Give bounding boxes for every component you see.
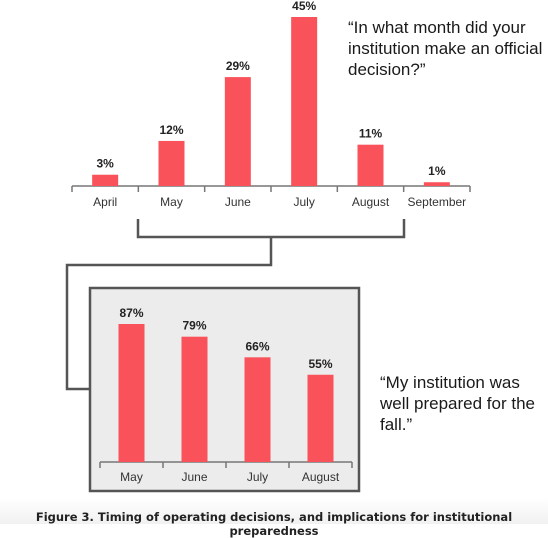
chart0-category-label: June	[225, 195, 251, 209]
chart1-category-label: August	[302, 470, 340, 484]
chart1-data-label: 66%	[245, 339, 269, 353]
chart0-category-label: July	[293, 195, 314, 209]
chart0-bar-july	[291, 17, 318, 186]
chart0-data-label: 12%	[159, 123, 183, 137]
chart0-category-label: April	[93, 195, 117, 209]
bottom-chart-statement: “My institution was well prepared for th…	[380, 373, 535, 434]
chart0-category-label: May	[160, 195, 183, 209]
chart0-category-label: August	[352, 195, 390, 209]
chart1-category-label: May	[120, 470, 143, 484]
bottom-chart: 87% May 79% June 66% July 55% August	[99, 306, 353, 484]
chart0-category-label: September	[407, 195, 466, 209]
chart0-data-label: 11%	[359, 127, 383, 141]
bracket-connector	[65, 219, 406, 391]
chart0-bar-may	[158, 140, 185, 186]
chart1-bar-august	[307, 374, 334, 462]
chart1-bar-july	[244, 357, 271, 462]
chart1-data-label: 79%	[182, 319, 206, 333]
chart0-data-label: 1%	[428, 164, 446, 178]
footer-band	[0, 498, 548, 524]
chart0-bar-april	[92, 174, 119, 186]
chart0-data-label: 29%	[226, 59, 250, 73]
chart1-data-label: 87%	[119, 306, 143, 320]
chart-canvas: 3% April 12% May 29% June 45% July 11% August 1% Se…	[65, 0, 471, 493]
chart1-category-label: June	[181, 470, 207, 484]
chart0-data-label: 45%	[292, 0, 316, 13]
chart1-data-label: 55%	[308, 357, 332, 371]
chart0-bar-august	[357, 144, 384, 186]
chart1-bar-june	[181, 336, 208, 462]
chart0-bar-june	[224, 77, 251, 186]
chart0-bar-september	[423, 182, 450, 186]
chart1-bar-may	[118, 324, 145, 462]
chart0-data-label: 3%	[96, 157, 114, 171]
chart1-category-label: July	[247, 470, 268, 484]
top-chart: 3% April 12% May 29% June 45% July 11% August 1% Se…	[71, 0, 471, 209]
figure-caption: Figure 3. Timing of operating decisions,…	[35, 510, 513, 538]
top-chart-question: “In what month did your institution make…	[348, 18, 543, 79]
